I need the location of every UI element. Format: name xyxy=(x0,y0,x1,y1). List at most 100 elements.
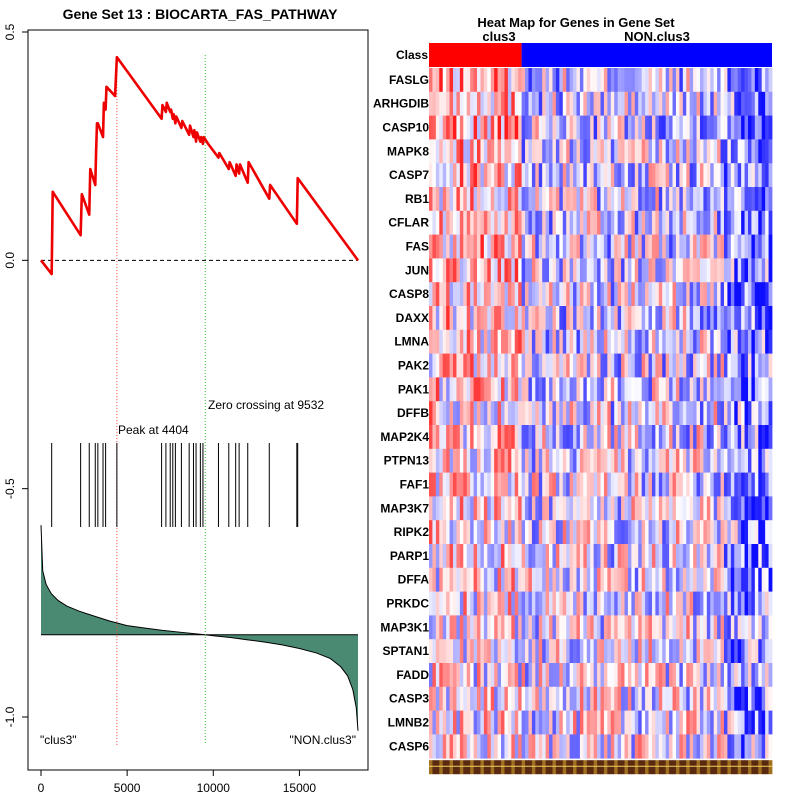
heatmap-cell xyxy=(713,520,718,545)
dendrogram-strip-cell xyxy=(689,760,694,775)
heatmap-cell xyxy=(754,115,759,140)
heatmap-cell xyxy=(638,710,643,735)
heatmap-cell xyxy=(473,496,478,521)
heatmap-cell xyxy=(511,187,516,212)
heatmap-cell xyxy=(429,686,433,711)
heatmap-cell xyxy=(456,663,461,688)
heatmap-cell xyxy=(429,520,433,545)
heatmap-cell xyxy=(470,615,474,640)
heatmap-cell xyxy=(614,258,619,283)
dendrogram-strip-cell xyxy=(751,760,756,775)
heatmap-cell xyxy=(494,425,498,450)
heatmap-cell xyxy=(463,163,468,188)
heatmap-cell xyxy=(610,163,615,188)
heatmap-cell xyxy=(734,306,739,331)
heatmap-cell xyxy=(477,520,481,545)
heatmap-cell xyxy=(713,187,718,212)
heatmap-cell xyxy=(651,496,656,521)
heatmap-cell xyxy=(747,591,752,616)
heatmap-cell xyxy=(693,639,697,664)
heatmap-cell xyxy=(617,91,622,116)
heatmap-cell xyxy=(514,663,519,688)
heatmap-cell xyxy=(569,472,574,497)
heatmap-cell xyxy=(624,377,629,402)
dendrogram-strip-cell xyxy=(614,760,619,775)
heatmap-cell xyxy=(538,639,543,664)
heatmap-cell xyxy=(507,520,512,545)
heatmap-cell xyxy=(682,615,687,640)
heatmap-cell xyxy=(518,163,523,188)
heatmap-cell xyxy=(456,591,461,616)
heatmap-cell xyxy=(717,472,721,497)
dendrogram-strip-cell xyxy=(579,760,584,775)
heatmap-cell xyxy=(754,591,759,616)
heatmap-cell xyxy=(693,377,697,402)
heatmap-cell xyxy=(737,663,742,688)
heatmap-cell xyxy=(645,472,649,497)
heatmap-cell xyxy=(689,472,694,497)
heatmap-cell xyxy=(566,567,571,592)
heatmap-cell xyxy=(590,401,595,426)
heatmap-cell xyxy=(514,353,519,378)
heatmap-cell xyxy=(672,567,677,592)
heatmap-cell xyxy=(521,139,526,164)
heatmap-cell xyxy=(501,544,505,569)
heatmap-cell xyxy=(699,544,704,569)
heatmap-cell xyxy=(607,710,612,735)
heatmap-cell xyxy=(737,187,742,212)
heatmap-cell xyxy=(566,210,571,235)
heatmap-cell xyxy=(555,68,560,93)
heatmap-cell xyxy=(480,472,485,497)
heatmap-cell xyxy=(525,329,529,354)
heatmap-cell xyxy=(442,567,447,592)
heatmap-cell xyxy=(597,115,601,140)
heatmap-cell xyxy=(528,234,533,259)
heatmap-cell xyxy=(586,139,591,164)
heatmap-cell xyxy=(669,663,673,688)
heatmap-cell xyxy=(559,187,564,212)
heatmap-cell xyxy=(765,187,769,212)
heatmap-cell xyxy=(497,472,502,497)
heatmap-cell xyxy=(747,68,752,93)
heatmap-cell xyxy=(600,377,605,402)
dendrogram-strip-cell xyxy=(518,760,523,775)
heatmap-cell xyxy=(669,353,673,378)
dendrogram-strip-cell xyxy=(682,760,687,775)
heatmap-cell xyxy=(741,710,745,735)
dendrogram-strip-cell xyxy=(744,760,749,775)
heatmap-cell xyxy=(542,425,547,450)
heatmap-cell xyxy=(586,472,591,497)
heatmap-cell xyxy=(562,663,567,688)
heatmap-cell xyxy=(627,282,632,307)
heatmap-cell xyxy=(669,496,673,521)
heatmap-cell xyxy=(621,210,625,235)
heatmap-cell xyxy=(747,567,752,592)
dendrogram-strip-cell xyxy=(483,760,488,775)
heatmap-cell xyxy=(566,139,571,164)
heatmap-cell xyxy=(651,591,656,616)
heatmap-cell xyxy=(555,663,560,688)
heatmap-cell xyxy=(754,187,759,212)
heatmap-cell xyxy=(442,329,447,354)
heatmap-cell xyxy=(514,377,519,402)
heatmap-cell xyxy=(624,68,629,93)
heatmap-cell xyxy=(713,353,718,378)
heatmap-cell xyxy=(494,686,498,711)
heatmap-cell xyxy=(768,234,773,259)
heatmap-cell xyxy=(610,68,615,93)
heatmap-cell xyxy=(730,567,735,592)
heatmap-cell xyxy=(545,258,550,283)
heatmap-cell xyxy=(538,187,543,212)
heatmap-cell xyxy=(603,544,608,569)
heatmap-cell xyxy=(699,686,704,711)
heatmap-cell xyxy=(693,663,697,688)
heatmap-cell xyxy=(686,591,691,616)
heatmap-cell xyxy=(511,282,516,307)
heatmap-cell xyxy=(645,591,649,616)
heatmap-cell xyxy=(727,734,732,759)
heatmap-cell xyxy=(679,401,684,426)
heatmap-cell xyxy=(504,115,509,140)
heatmap-cell xyxy=(662,91,667,116)
heatmap-cell xyxy=(566,686,571,711)
heatmap-cell xyxy=(734,496,739,521)
